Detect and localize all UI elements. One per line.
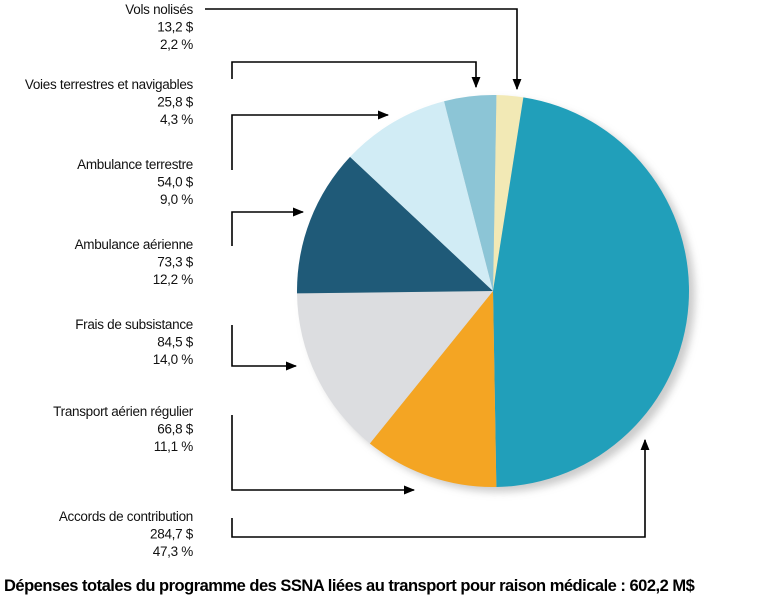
- leader-line-1: [231, 61, 481, 89]
- chart-title: Dépenses totales du programme des SSNA l…: [4, 577, 695, 595]
- slice-label-value: 13,2 $: [157, 20, 194, 35]
- slice-label-value: 84,5 $: [157, 335, 194, 350]
- slice-label-name: Transport aérien régulier: [53, 404, 194, 419]
- slice-label-value: 284,7 $: [150, 527, 194, 542]
- leader-line-5: [231, 415, 416, 495]
- slice-label-percent: 47,3 %: [153, 544, 194, 559]
- slice-label-name: Ambulance aérienne: [75, 237, 193, 252]
- leader-lines: [205, 8, 650, 538]
- slice-label-value: 66,8 $: [157, 422, 194, 437]
- slice-label-value: 54,0 $: [157, 175, 194, 190]
- leader-line-6: [231, 438, 650, 538]
- pie-slice-6: [444, 94, 497, 291]
- pie-slice-2: [369, 291, 497, 487]
- leader-line-4: [231, 325, 298, 371]
- slice-labels: Vols nolisés 13,2 $ 2,2 % Accords de contri…: [25, 2, 194, 559]
- pie-slice-3: [297, 291, 493, 444]
- leader-line-3: [231, 207, 305, 246]
- slice-label-percent: 4,3 %: [160, 112, 193, 127]
- slice-label-value: 25,8 $: [157, 95, 194, 110]
- pie-slice-0: [493, 95, 524, 292]
- leader-line-0: [205, 8, 522, 91]
- pie-slice-4: [297, 156, 493, 294]
- leader-line-2: [231, 110, 390, 170]
- slice-label-name: Frais de subsistance: [75, 317, 193, 332]
- slice-label-name: Ambulance terrestre: [77, 157, 193, 172]
- slice-label-percent: 2,2 %: [160, 37, 193, 52]
- slice-label-percent: 11,1 %: [154, 439, 194, 454]
- pie-slice-1: [493, 97, 689, 487]
- slice-label-value: 73,3 $: [157, 255, 194, 270]
- slice-label-name: Voies terrestres et navigables: [25, 77, 194, 92]
- pie-slice-5: [350, 101, 493, 291]
- slice-label-percent: 14,0 %: [153, 352, 194, 367]
- slice-label-percent: 12,2 %: [153, 272, 194, 287]
- slice-label-percent: 9,0 %: [160, 192, 193, 207]
- slice-label-name: Vols nolisés: [125, 2, 193, 17]
- slice-label-name: Accords de contribution: [59, 509, 193, 524]
- pie-slices: [297, 94, 689, 487]
